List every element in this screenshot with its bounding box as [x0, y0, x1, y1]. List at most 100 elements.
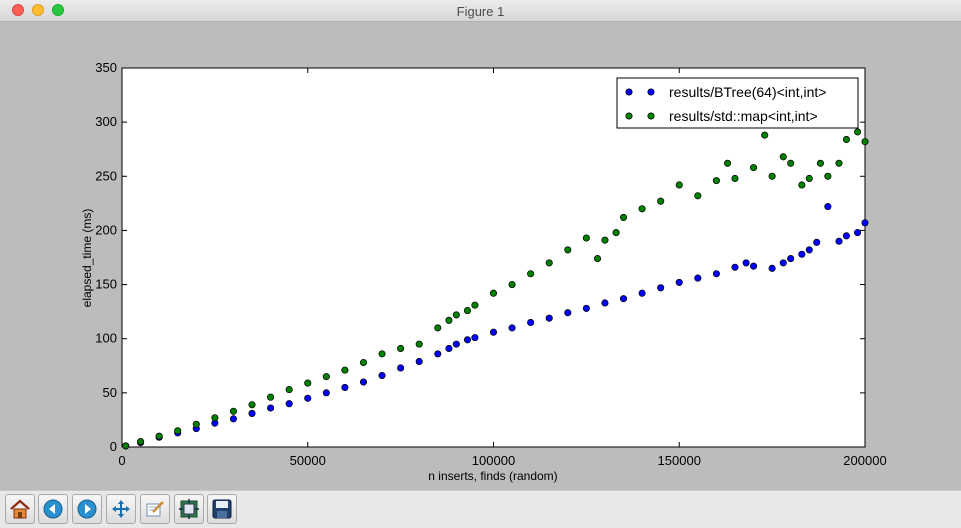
y-tick-label: 0: [110, 439, 117, 454]
data-point: [731, 263, 739, 271]
data-point: [378, 371, 386, 380]
maximize-window-button[interactable]: [52, 4, 64, 16]
data-point: [824, 172, 832, 180]
series-1: [122, 128, 869, 450]
save-button[interactable]: [207, 494, 237, 524]
data-point: [471, 301, 479, 309]
data-point: [248, 401, 256, 409]
data-point: [229, 407, 238, 415]
data-point: [564, 309, 572, 317]
data-point: [619, 295, 628, 303]
legend-marker: [625, 112, 633, 120]
data-point: [601, 299, 609, 307]
x-tick-label: 100000: [472, 453, 515, 468]
data-point: [267, 393, 275, 401]
data-point: [779, 153, 787, 161]
home-icon: [10, 499, 30, 519]
data-point: [816, 159, 824, 167]
data-point: [285, 386, 293, 394]
data-point: [601, 236, 609, 244]
data-point: [564, 246, 572, 254]
data-point: [211, 414, 219, 422]
data-point: [787, 159, 795, 167]
y-tick-label: 150: [95, 277, 117, 292]
data-point: [508, 324, 516, 332]
back-button[interactable]: [38, 494, 68, 524]
data-point: [397, 344, 405, 353]
data-point: [813, 238, 821, 246]
data-point: [861, 138, 869, 146]
y-tick-label: 300: [95, 114, 117, 129]
back-arrow-icon: [43, 499, 63, 519]
data-point: [824, 203, 832, 211]
data-point: [434, 324, 442, 332]
save-icon: [212, 499, 232, 519]
data-point: [779, 259, 787, 267]
data-point: [192, 420, 200, 428]
data-point: [861, 219, 869, 227]
figure-canvas: 0 50000 100000 150000 200000 0 50 100 150 200 250 3…: [0, 22, 961, 490]
subplots-button[interactable]: [174, 494, 204, 524]
data-point: [527, 318, 535, 327]
data-point: [694, 274, 702, 282]
plot-area: [121, 67, 866, 448]
data-point: [508, 281, 516, 289]
legend-label: results/std::map<int,int>: [669, 108, 818, 124]
data-point: [612, 229, 620, 237]
data-point: [582, 304, 590, 312]
data-point: [798, 181, 806, 189]
zoom-button[interactable]: [140, 494, 170, 524]
data-point: [378, 350, 386, 358]
data-point: [582, 234, 590, 242]
data-point: [675, 278, 683, 286]
pan-icon: [112, 500, 130, 518]
forward-button[interactable]: [72, 494, 102, 524]
data-point: [155, 432, 163, 440]
pan-button[interactable]: [106, 494, 136, 524]
data-point: [527, 270, 535, 278]
data-point: [304, 394, 312, 402]
window-title: Figure 1: [456, 4, 505, 19]
data-point: [657, 197, 665, 205]
data-point: [768, 264, 776, 272]
x-tick-label: 0: [118, 453, 125, 468]
scatter-chart: 0 50000 100000 150000 200000 0 50 100 150 200 250 3…: [80, 60, 887, 483]
title-bar: Figure 1: [0, 0, 961, 22]
legend-box: [616, 77, 859, 129]
legend-marker: [625, 88, 633, 96]
data-point: [787, 255, 795, 263]
data-point: [341, 366, 349, 374]
data-point: [768, 172, 776, 180]
data-point: [434, 350, 442, 358]
data-point: [122, 442, 130, 450]
minimize-window-button[interactable]: [32, 4, 44, 16]
data-point: [471, 334, 479, 342]
x-tick-label: 50000: [290, 453, 326, 468]
series-0: [122, 203, 869, 450]
data-point: [489, 289, 498, 297]
home-button[interactable]: [5, 494, 35, 524]
data-point: [229, 415, 238, 423]
data-point: [415, 340, 423, 348]
y-axis-label: elapsed_time (ms): [80, 209, 94, 308]
data-point: [835, 159, 843, 167]
data-point: [359, 378, 368, 386]
y-tick-label: 100: [95, 331, 117, 346]
x-tick-label: 200000: [843, 453, 886, 468]
data-point: [452, 311, 460, 319]
data-point: [593, 255, 602, 263]
data-point: [742, 259, 750, 267]
zoom-rect-icon: [146, 501, 164, 517]
x-axis-label: n inserts, finds (random): [428, 469, 557, 483]
data-point: [842, 135, 850, 144]
data-point: [694, 192, 702, 200]
data-point: [749, 262, 758, 270]
data-point: [341, 383, 349, 391]
data-point: [842, 232, 850, 240]
data-point: [415, 357, 423, 366]
data-point: [761, 131, 769, 139]
close-window-button[interactable]: [12, 4, 24, 16]
data-point: [322, 389, 330, 397]
legend-label: results/BTree(64)<int,int>: [669, 84, 826, 100]
